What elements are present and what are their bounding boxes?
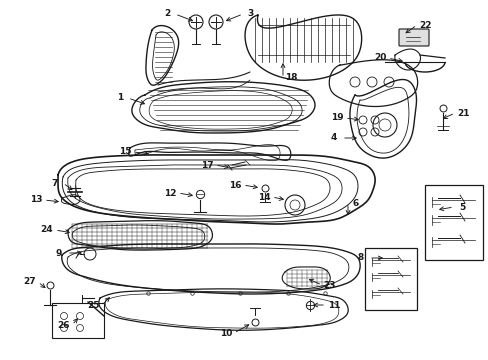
Text: 7: 7 [52,179,58,188]
Text: 25: 25 [87,301,100,310]
Text: 18: 18 [284,73,297,82]
Text: 16: 16 [228,180,241,189]
Text: 9: 9 [56,248,62,257]
Text: 2: 2 [163,9,170,18]
Text: 8: 8 [357,253,364,262]
Bar [52,303,104,338]
Text: 21: 21 [456,108,468,117]
Text: 1: 1 [117,94,123,103]
Text: 6: 6 [352,198,358,207]
Text: 15: 15 [119,148,131,157]
Bar [364,248,416,310]
Text: 13: 13 [30,195,42,204]
Text: 20: 20 [373,54,386,63]
Text: 10: 10 [220,328,232,338]
Text: 5: 5 [458,202,464,211]
Text: 14: 14 [257,193,270,202]
Text: 24: 24 [41,225,53,234]
Text: 4: 4 [330,134,337,143]
Text: 27: 27 [23,278,36,287]
Text: 11: 11 [327,301,340,310]
Text: 12: 12 [163,189,176,198]
FancyBboxPatch shape [398,29,428,46]
Text: 22: 22 [418,21,430,30]
Text: 26: 26 [58,320,70,329]
Text: 17: 17 [200,161,213,170]
Text: 3: 3 [247,9,254,18]
Text: 23: 23 [323,280,336,289]
Text: 19: 19 [330,113,343,122]
Bar [424,185,482,260]
